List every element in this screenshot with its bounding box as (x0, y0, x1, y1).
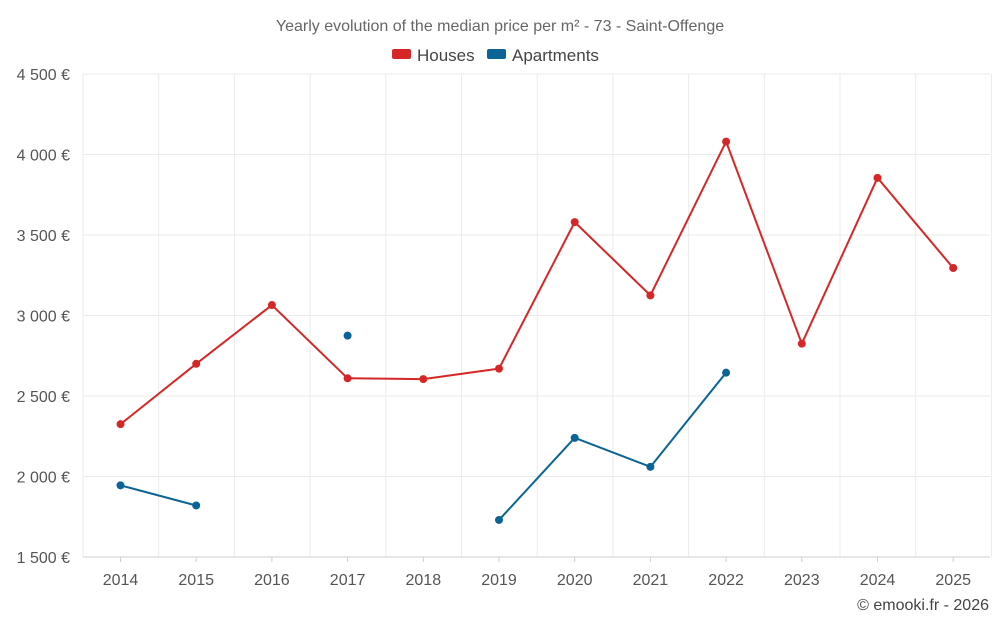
data-point[interactable] (343, 331, 352, 340)
data-point[interactable] (192, 501, 201, 510)
y-tick-label: 4 000 € (17, 148, 70, 165)
series-line-segment (498, 436, 576, 521)
legend-swatch (392, 49, 411, 59)
series-line-segment (573, 436, 652, 468)
x-tick-label: 2021 (633, 572, 669, 589)
credit-text: © emooki.fr - 2026 (857, 597, 989, 614)
data-point[interactable] (419, 375, 428, 384)
series-apartments (116, 331, 731, 524)
data-point[interactable] (343, 374, 352, 383)
series-line-segment (346, 377, 425, 381)
x-axis: 2014 2015 2016 2017 2018 2019 2020 2021 2022 2023… (103, 557, 971, 589)
y-tick-label: 1 500 € (17, 550, 70, 567)
data-point[interactable] (722, 137, 731, 146)
series-line-segment (498, 221, 576, 370)
data-point[interactable] (797, 339, 806, 348)
series-line-segment (195, 304, 273, 365)
series-line-segment (725, 140, 803, 345)
series-layer (116, 137, 958, 524)
y-axis: 1 500 € 2 000 € 2 500 € 3 000 € 3 500 € 4 000… (17, 67, 70, 567)
x-tick-label: 2014 (103, 572, 139, 589)
series-houses (116, 137, 958, 429)
x-tick-label: 2015 (178, 572, 214, 589)
series-line-segment (876, 176, 955, 270)
x-tick-label: 2017 (330, 572, 366, 589)
data-point[interactable] (949, 264, 958, 273)
y-tick-label: 2 500 € (17, 389, 70, 406)
chart-title: Yearly evolution of the median price per… (276, 18, 724, 35)
x-tick-label: 2019 (481, 572, 517, 589)
data-point[interactable] (116, 420, 125, 429)
series-line-segment (119, 484, 198, 507)
data-point[interactable] (116, 481, 125, 490)
y-tick-label: 4 500 € (17, 67, 70, 84)
x-tick-label: 2016 (254, 572, 290, 589)
data-point[interactable] (495, 515, 503, 524)
x-tick-label: 2025 (935, 572, 971, 589)
data-point[interactable] (873, 173, 882, 182)
y-tick-label: 3 500 € (17, 228, 70, 245)
legend-item-apartments[interactable]: Apartments (487, 46, 599, 65)
data-point[interactable] (722, 368, 731, 377)
series-line-segment (422, 367, 500, 381)
y-tick-label: 2 000 € (17, 470, 70, 487)
series-line-segment (573, 221, 652, 297)
series-line-segment (270, 304, 349, 380)
series-line-segment (649, 140, 728, 297)
series-line-segment (649, 371, 728, 468)
x-tick-label: 2020 (557, 572, 593, 589)
legend-swatch (487, 49, 506, 59)
data-point[interactable] (646, 291, 655, 300)
data-point[interactable] (192, 359, 201, 368)
data-point[interactable] (495, 364, 503, 373)
legend-label: Apartments (512, 46, 599, 65)
y-tick-label: 3 000 € (17, 309, 70, 326)
series-line-segment (119, 362, 198, 426)
legend: Houses Apartments (392, 46, 599, 65)
x-tick-label: 2023 (784, 572, 820, 589)
x-tick-label: 2024 (860, 572, 896, 589)
grid (82, 73, 992, 558)
data-point[interactable] (570, 433, 579, 442)
x-tick-label: 2022 (708, 572, 744, 589)
data-point[interactable] (267, 301, 276, 310)
data-point[interactable] (646, 462, 655, 471)
data-point[interactable] (570, 218, 579, 227)
legend-item-houses[interactable]: Houses (392, 46, 475, 65)
legend-label: Houses (417, 46, 475, 65)
series-line-segment (800, 176, 879, 345)
x-tick-label: 2018 (406, 572, 442, 589)
